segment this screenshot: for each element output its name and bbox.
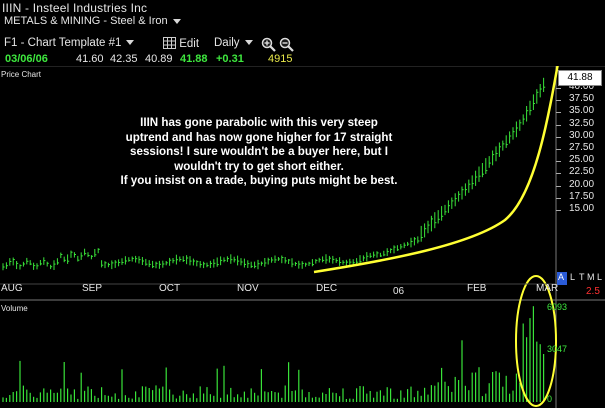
control-a-button[interactable] (557, 272, 567, 285)
control-m[interactable]: M (587, 272, 595, 282)
annotation-line: IIIN has gone parabolic with this very s… (140, 116, 378, 129)
price-axis-tickmark (556, 88, 561, 89)
control-l2[interactable]: L (597, 272, 603, 282)
chevron-down-icon (244, 40, 253, 46)
annotation-line: sessions! I sure wouldn't be a buyer her… (130, 145, 388, 159)
zoom-in-icon (261, 37, 276, 52)
price-axis-tickmark (556, 185, 561, 187)
sector-selector[interactable]: METALS & MINING - Steel & Iron (4, 15, 181, 27)
edit-button[interactable]: Edit (163, 37, 199, 50)
quote-low: 40.89 (145, 53, 173, 65)
price-axis-tick: 30.00 (569, 129, 595, 141)
interval-dropdown[interactable]: Daily (214, 37, 253, 49)
price-axis-tickmark (556, 124, 561, 126)
price-axis-tickmark (556, 161, 561, 163)
volume-axis-mid: 3047 (547, 344, 568, 354)
time-label-mar: MAR (536, 283, 559, 294)
annotation-line: uptrend and has now gone higher for 17 s… (125, 130, 393, 144)
volume-bars (2, 306, 545, 402)
trend-curve (313, 66, 559, 274)
price-axis-tick: 32.50 (569, 117, 595, 129)
quote-change: +0.31 (216, 53, 244, 65)
chevron-down-icon (172, 18, 181, 24)
time-label-06: 06 (393, 286, 405, 297)
zoom-out-icon (279, 37, 294, 52)
annotation-line: If you insist on a trade, buying puts mi… (120, 174, 398, 188)
price-axis-tickmark (556, 136, 561, 138)
time-label-feb: FEB (467, 283, 487, 294)
time-label-sep: SEP (82, 283, 103, 294)
time-label-nov: NOV (237, 283, 259, 294)
zoom-in-button[interactable] (261, 37, 276, 57)
quote-date: 03/06/06 (5, 53, 48, 65)
price-axis-tick: 35.00 (569, 105, 595, 117)
quote-volume: 4915 (268, 53, 293, 65)
volume-highlight-ellipse (515, 275, 557, 407)
price-chart-label: Price Chart (1, 70, 42, 79)
chart-annotation: IIIN has gone parabolic with this very s… (64, 116, 454, 189)
price-volume-chart[interactable] (0, 66, 605, 408)
time-label-dec: DEC (316, 283, 338, 294)
window-title: IIIN - Insteel Industries Inc (2, 1, 148, 15)
chart-template-label: F1 - Chart Template #1 (4, 37, 122, 49)
time-label-aug: AUG (1, 283, 23, 294)
annotation-line: wouldn't try to get short either. (174, 159, 344, 173)
last-price-box: 41.88 (558, 70, 602, 86)
control-l[interactable]: L (570, 272, 576, 282)
quote-open: 41.60 (76, 53, 104, 65)
chart-template-dropdown[interactable]: F1 - Chart Template #1 (4, 37, 135, 49)
price-axis-tickmark (556, 173, 561, 175)
price-candles (2, 77, 546, 271)
price-axis-tick: 20.00 (569, 178, 595, 190)
interval-label: Daily (214, 37, 240, 49)
quote-high: 42.35 (110, 53, 138, 65)
time-label-oct: OCT (159, 283, 181, 294)
control-t[interactable]: T (579, 272, 585, 282)
price-axis-tickmark (556, 210, 561, 211)
grid-icon (163, 37, 176, 49)
volume-axis-zero: 0 (547, 394, 553, 404)
quote-close: 41.88 (180, 53, 208, 65)
sector-label: METALS & MINING - Steel & Iron (4, 15, 168, 27)
price-axis-tick: 40.00 (569, 81, 595, 92)
price-axis-tickmark (556, 197, 561, 199)
price-axis-tick: 15.00 (569, 203, 595, 214)
price-axis-tick: 22.50 (569, 166, 595, 178)
price-axis-tick: 25.00 (569, 154, 595, 166)
price-axis-tickmark (556, 149, 561, 150)
price-axis-tickmark (556, 100, 561, 102)
price-axis-tick: 17.50 (569, 190, 595, 202)
chevron-down-icon (126, 40, 135, 46)
control-a[interactable]: A (558, 272, 565, 282)
volume-label: Volume (1, 304, 28, 313)
price-axis-tick: 37.50 (569, 93, 595, 105)
volume-axis-max: 6093 (547, 302, 568, 312)
edit-label: Edit (179, 38, 200, 50)
scale-value: 2.5 (586, 286, 600, 297)
price-axis-tick: 27.50 (569, 142, 595, 153)
zoom-out-button[interactable] (279, 37, 294, 57)
price-axis-tickmark (556, 112, 561, 114)
